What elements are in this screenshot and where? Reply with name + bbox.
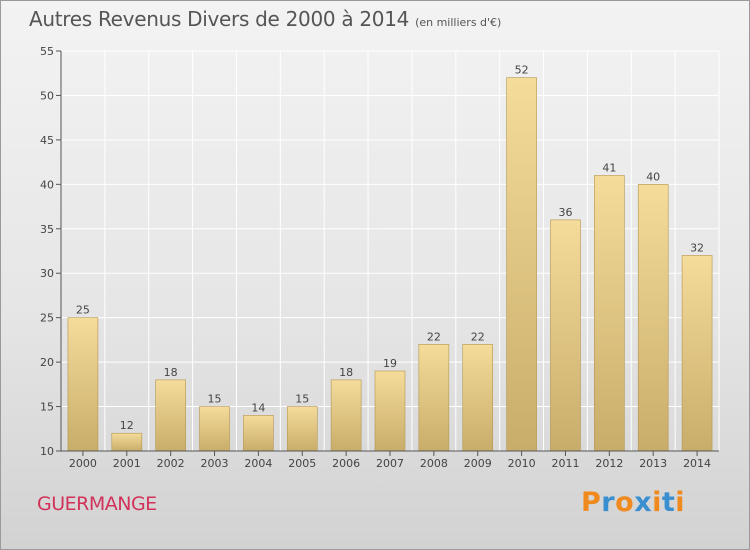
y-tick-label: 15	[40, 401, 54, 414]
y-tick-label: 35	[40, 223, 54, 236]
chart-subtitle: (en milliers d'€)	[415, 16, 502, 29]
y-tick-label: 40	[40, 178, 54, 191]
proxiti-logo[interactable]: Proxiti	[581, 487, 685, 518]
logo-letter: o	[615, 487, 635, 518]
y-tick-label: 50	[40, 89, 54, 102]
bar	[155, 379, 186, 452]
y-tick-label: 25	[40, 312, 54, 325]
logo-letter: P	[581, 487, 602, 518]
y-tick-label: 20	[40, 356, 54, 369]
x-tick-label: 2010	[508, 457, 536, 470]
y-tick-label: 10	[40, 445, 54, 458]
logo-letter: i	[652, 487, 662, 518]
bar-value-label: 32	[690, 241, 704, 254]
bar-value-label: 14	[251, 401, 265, 414]
bar	[418, 344, 450, 452]
bar-value-label: 40	[646, 170, 660, 183]
bar-value-label: 19	[383, 357, 397, 370]
bar-value-label: 22	[471, 330, 485, 343]
bar	[637, 184, 669, 452]
bar	[286, 406, 318, 452]
bar-value-label: 12	[120, 419, 134, 432]
logo-letter: r	[601, 487, 616, 518]
y-tick-label: 30	[40, 267, 54, 280]
x-tick-label: 2013	[639, 457, 667, 470]
x-tick-label: 2014	[683, 457, 711, 470]
bar-value-label: 15	[295, 393, 309, 406]
x-tick-label: 2007	[376, 457, 404, 470]
bar	[199, 406, 230, 452]
x-tick-label: 2000	[69, 457, 97, 470]
labels: 10 15 20 25 30 35 40 45 50 55 25 2000 12 2001 18 2002 15…	[40, 45, 711, 470]
y-tick-label: 45	[40, 134, 54, 147]
bar-value-label: 25	[76, 304, 90, 317]
bar	[330, 379, 362, 452]
bar	[681, 255, 713, 452]
axes	[56, 50, 719, 456]
x-tick-label: 2009	[464, 457, 492, 470]
bar	[111, 432, 143, 452]
bar-value-label: 18	[164, 366, 178, 379]
commune-name: GUERMANGE	[37, 493, 157, 515]
bars	[67, 77, 713, 452]
x-tick-label: 2002	[157, 457, 185, 470]
chart-title-text: Autres Revenus Divers de 2000 à 2014	[29, 7, 410, 31]
logo-letter: t	[661, 487, 676, 518]
logo-letter: i	[675, 487, 686, 518]
x-tick-label: 2006	[332, 457, 360, 470]
chart-title: Autres Revenus Divers de 2000 à 2014 (en …	[29, 7, 501, 37]
bar	[243, 415, 274, 452]
bar	[462, 344, 494, 452]
bar	[67, 317, 99, 452]
x-tick-label: 2003	[201, 457, 229, 470]
bar	[374, 370, 406, 452]
bar	[550, 219, 581, 452]
bar-value-label: 41	[602, 161, 616, 174]
bar	[594, 175, 625, 452]
y-tick-label: 55	[40, 45, 54, 58]
bar	[506, 77, 537, 452]
bar-value-label: 36	[558, 206, 572, 219]
bar-value-label: 15	[208, 393, 222, 406]
logo-letter: x	[634, 487, 653, 518]
x-tick-label: 2005	[288, 457, 316, 470]
x-tick-label: 2001	[113, 457, 141, 470]
x-tick-label: 2004	[244, 457, 272, 470]
bar-value-label: 22	[427, 330, 441, 343]
bar-value-label: 52	[515, 64, 529, 77]
x-tick-label: 2008	[420, 457, 448, 470]
bar-value-label: 18	[339, 366, 353, 379]
x-tick-label: 2012	[595, 457, 623, 470]
x-tick-label: 2011	[551, 457, 579, 470]
